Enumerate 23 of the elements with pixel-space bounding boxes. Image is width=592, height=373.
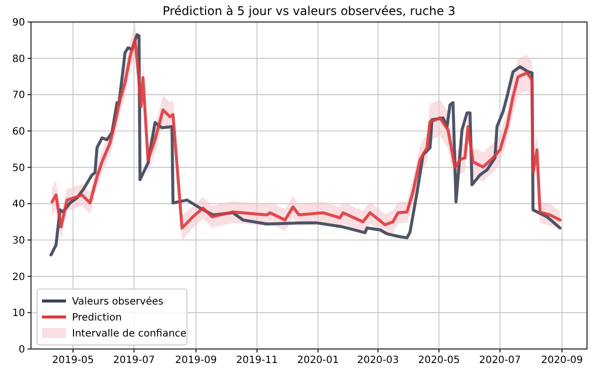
y-tick-label: 0 xyxy=(18,344,25,356)
y-tick-label: 30 xyxy=(12,236,25,246)
y-tick-label: 40 xyxy=(12,199,25,210)
legend-label: Valeurs observées xyxy=(72,296,164,308)
x-tick-label: 2019-11 xyxy=(236,355,278,366)
legend-label: Intervalle de confiance xyxy=(72,328,186,340)
y-tick-label: 10 xyxy=(12,308,25,320)
x-tick-label: 2020-03 xyxy=(357,355,399,366)
x-tick-label: 2020-05 xyxy=(418,355,460,366)
y-tick-label: 70 xyxy=(12,90,25,102)
x-tick-label: 2019-09 xyxy=(175,355,217,366)
x-tick-label: 2020-01 xyxy=(297,355,339,366)
y-tick-label: 20 xyxy=(12,272,25,283)
y-tick-label: 60 xyxy=(12,126,25,138)
x-tick-label: 2020-07 xyxy=(479,355,521,366)
y-tick-label: 50 xyxy=(12,162,25,174)
x-tick-label: 2019-07 xyxy=(113,355,155,366)
y-tick-label: 80 xyxy=(12,54,25,65)
y-tick-label: 90 xyxy=(12,18,25,28)
legend-label: Prediction xyxy=(72,312,122,324)
chart-title: Prédiction à 5 jour vs valeurs observées, ruche 3 xyxy=(162,4,456,18)
x-tick-label: 2019-05 xyxy=(52,355,94,366)
x-tick-label: 2020-09 xyxy=(541,355,583,366)
